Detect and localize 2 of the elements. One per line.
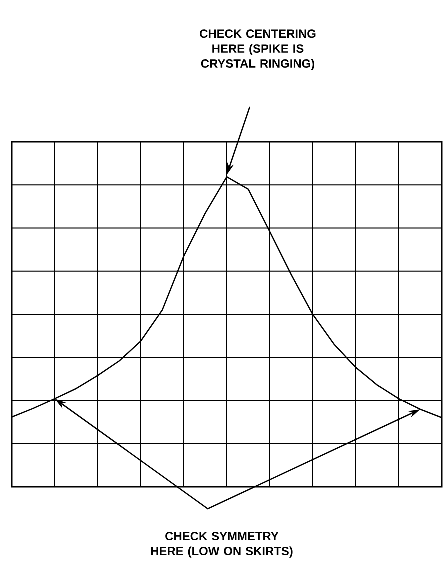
text: CHECK CENTERING HERE (SPIKE IS CRYSTAL RINGING) — [200, 30, 316, 70]
text: CHECK SYMMETRY HERE (LOW ON SKIRTS) — [151, 532, 293, 558]
